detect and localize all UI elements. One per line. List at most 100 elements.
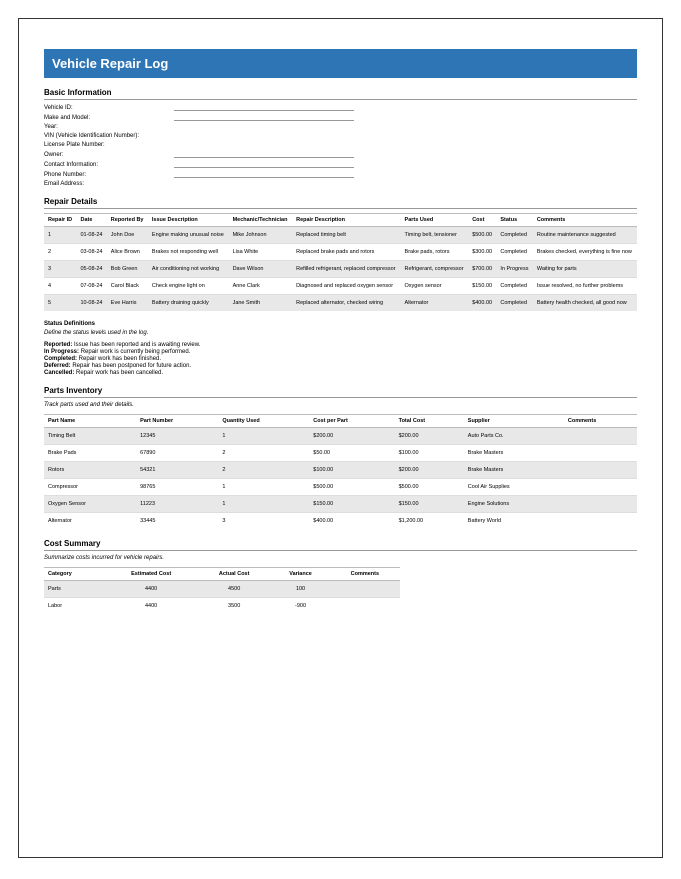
table-cell: $150.00 [395,496,464,513]
table-cell: 4 [44,278,76,295]
table-row: Parts44004500100 [44,581,400,598]
info-label: Make and Model: [44,115,174,121]
table-cell [330,598,400,615]
table-cell: 07-08-24 [76,278,106,295]
table-cell: Completed [496,278,532,295]
table-cell: Brake Masters [464,445,564,462]
table-row: Oxygen Sensor112231$150.00$150.00Engine … [44,496,637,513]
table-row: 305-08-24Bob GreenAir conditioning not w… [44,261,637,278]
table-cell: Eve Harris [107,295,148,312]
repair-table: Repair IDDateReported ByIssue Descriptio… [44,213,637,311]
table-cell: 2 [218,462,309,479]
info-label: License Plate Number: [44,142,174,148]
parts-table: Part NamePart NumberQuantity UsedCost pe… [44,414,637,529]
table-cell: Alice Brown [107,244,148,261]
table-row: 203-08-24Alice BrownBrakes not respondin… [44,244,637,261]
table-cell: 98765 [136,479,218,496]
table-row: Rotors543212$100.00$200.00Brake Masters [44,462,637,479]
table-cell: Lisa White [229,244,293,261]
table-cell: 3 [218,513,309,530]
table-cell: Labor [44,598,105,615]
table-cell [564,462,637,479]
table-header: Part Number [136,415,218,428]
table-cell: Rotors [44,462,136,479]
table-row: 101-08-24John DoeEngine making unusual n… [44,227,637,244]
table-cell [564,445,637,462]
table-row: Brake Pads678902$50.00$100.00Brake Maste… [44,445,637,462]
table-cell: 33445 [136,513,218,530]
table-cell: $1,200.00 [395,513,464,530]
table-cell: Oxygen Sensor [44,496,136,513]
status-intro: Define the status levels used in the log… [44,330,637,336]
table-cell: 4500 [197,581,271,598]
info-row: License Plate Number: [44,142,637,148]
table-cell [564,428,637,445]
table-cell: Air conditioning not working [148,261,229,278]
table-cell: Cool Air Supplies [464,479,564,496]
table-cell: Brake Masters [464,462,564,479]
table-header: Issue Description [148,214,229,227]
status-def: In Progress: Repair work is currently be… [44,349,637,355]
table-cell [564,496,637,513]
table-cell: Battery draining quickly [148,295,229,312]
table-cell: Replaced timing belt [292,227,400,244]
table-row: 510-08-24Eve HarrisBattery draining quic… [44,295,637,312]
table-cell: Refrigerant, compressor [401,261,469,278]
table-header: Total Cost [395,415,464,428]
table-cell: 4400 [105,598,197,615]
table-cell: $150.00 [468,278,496,295]
table-cell: Battery health checked, all good now [533,295,637,312]
table-cell: Diagnosed and replaced oxygen sensor [292,278,400,295]
info-line [174,114,354,121]
status-def: Completed: Repair work has been finished… [44,356,637,362]
page-title: Vehicle Repair Log [44,49,637,78]
info-label: Year: [44,124,174,130]
table-header: Estimated Cost [105,568,197,581]
table-row: Labor44003500-900 [44,598,400,615]
status-block: Status Definitions Define the status lev… [44,321,637,376]
table-header: Reported By [107,214,148,227]
cost-table: CategoryEstimated CostActual CostVarianc… [44,567,400,614]
table-cell: Completed [496,227,532,244]
status-def: Reported: Issue has been reported and is… [44,342,637,348]
cost-intro: Summarize costs incurred for vehicle rep… [44,555,637,561]
table-cell: 12345 [136,428,218,445]
table-cell: Brake Pads [44,445,136,462]
table-header: Repair Description [292,214,400,227]
table-header: Cost [468,214,496,227]
table-cell: Mike Johnson [229,227,293,244]
info-row: Year: [44,124,637,130]
info-row: VIN (Vehicle Identification Number): [44,133,637,139]
table-cell: 2 [218,445,309,462]
info-label: Contact Information: [44,162,174,168]
table-cell: Replaced brake pads and rotors [292,244,400,261]
status-title: Status Definitions [44,321,637,327]
info-label: Owner: [44,152,174,158]
basic-fields: Vehicle ID: Make and Model: Year: VIN (Vehi… [44,104,637,187]
table-cell: $500.00 [309,479,394,496]
table-header: Comments [330,568,400,581]
table-cell: $700.00 [468,261,496,278]
table-header: Status [496,214,532,227]
table-cell: -900 [271,598,330,615]
table-cell: Compressor [44,479,136,496]
table-cell: 10-08-24 [76,295,106,312]
cost-heading: Cost Summary [44,539,637,551]
table-cell: John Doe [107,227,148,244]
info-label: Vehicle ID: [44,105,174,111]
document-page: Vehicle Repair Log Basic Information Veh… [18,18,663,858]
info-row: Vehicle ID: [44,104,637,111]
table-cell: $400.00 [309,513,394,530]
info-row: Email Address: [44,181,637,187]
table-header: Supplier [464,415,564,428]
table-cell: $200.00 [309,428,394,445]
table-cell: Timing Belt [44,428,136,445]
table-header: Comments [533,214,637,227]
table-cell: $50.00 [309,445,394,462]
table-cell: Parts [44,581,105,598]
table-cell: 100 [271,581,330,598]
table-cell: Issue resolved, no further problems [533,278,637,295]
table-cell: Bob Green [107,261,148,278]
table-cell: Completed [496,244,532,261]
table-header: Comments [564,415,637,428]
